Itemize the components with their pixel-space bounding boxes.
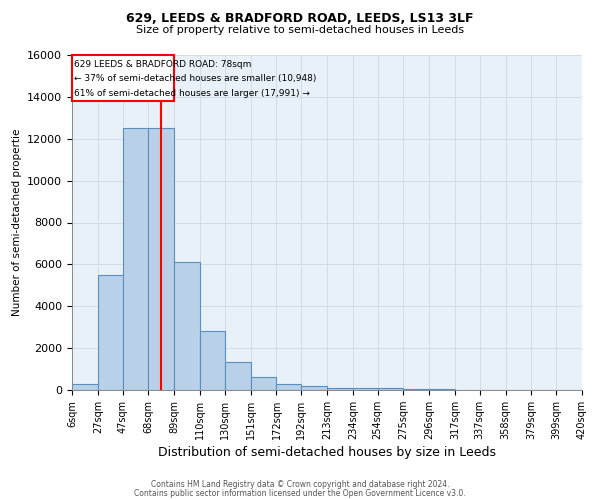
Bar xyxy=(377,388,403,390)
Text: Contains HM Land Registry data © Crown copyright and database right 2024.: Contains HM Land Registry data © Crown c… xyxy=(151,480,449,489)
Text: 61% of semi-detached houses are larger (17,991) →: 61% of semi-detached houses are larger (… xyxy=(74,88,310,98)
Text: Contains public sector information licensed under the Open Government Licence v3: Contains public sector information licen… xyxy=(134,488,466,498)
Bar xyxy=(301,386,327,390)
Bar xyxy=(353,388,377,390)
Bar xyxy=(148,128,174,390)
Bar xyxy=(200,332,225,390)
Text: 629, LEEDS & BRADFORD ROAD, LEEDS, LS13 3LF: 629, LEEDS & BRADFORD ROAD, LEEDS, LS13 … xyxy=(126,12,474,26)
Text: ← 37% of semi-detached houses are smaller (10,948): ← 37% of semi-detached houses are smalle… xyxy=(74,74,317,83)
Y-axis label: Number of semi-detached propertie: Number of semi-detached propertie xyxy=(11,129,22,316)
Bar xyxy=(225,362,251,390)
Bar xyxy=(72,384,98,390)
X-axis label: Distribution of semi-detached houses by size in Leeds: Distribution of semi-detached houses by … xyxy=(158,446,496,459)
Bar xyxy=(72,55,174,101)
Bar xyxy=(251,378,277,390)
Text: 629 LEEDS & BRADFORD ROAD: 78sqm: 629 LEEDS & BRADFORD ROAD: 78sqm xyxy=(74,60,252,69)
Bar xyxy=(327,388,353,390)
Text: Size of property relative to semi-detached houses in Leeds: Size of property relative to semi-detach… xyxy=(136,25,464,35)
Bar xyxy=(122,128,148,390)
Bar xyxy=(174,262,200,390)
Bar xyxy=(98,275,122,390)
Bar xyxy=(277,384,301,390)
Bar xyxy=(403,389,429,390)
